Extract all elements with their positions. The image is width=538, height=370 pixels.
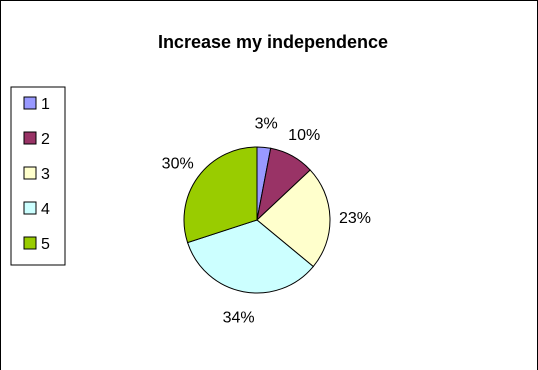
chart-title: Increase my independence xyxy=(158,32,388,52)
pie-label-1: 3% xyxy=(255,115,278,132)
pie-slice-3 xyxy=(256,169,331,268)
legend-swatch-3 xyxy=(23,166,37,180)
legend-swatch-1 xyxy=(23,96,37,110)
legend-swatch-4 xyxy=(23,201,37,215)
pie-labels: 3% 10% 23% 34% 30% xyxy=(162,115,371,326)
pie-label-4: 34% xyxy=(223,309,255,326)
legend-label-4: 4 xyxy=(41,201,50,218)
legend: 1 2 3 4 5 xyxy=(10,86,66,266)
pie-slices xyxy=(183,146,331,294)
legend-label-5: 5 xyxy=(41,236,50,253)
legend-box xyxy=(10,86,66,266)
legend-swatch-5 xyxy=(23,236,37,250)
legend-label-2: 2 xyxy=(41,131,50,148)
pie-slice-4 xyxy=(186,219,314,294)
pie-label-2: 10% xyxy=(288,127,320,144)
legend-items: 1 2 3 4 5 xyxy=(23,96,50,253)
legend-label-3: 3 xyxy=(41,166,50,183)
pie-label-5: 30% xyxy=(162,155,194,172)
pie-label-3: 23% xyxy=(339,210,371,227)
pie-slice-5 xyxy=(183,146,258,244)
legend-label-1: 1 xyxy=(41,96,50,113)
legend-swatch-2 xyxy=(23,131,37,145)
